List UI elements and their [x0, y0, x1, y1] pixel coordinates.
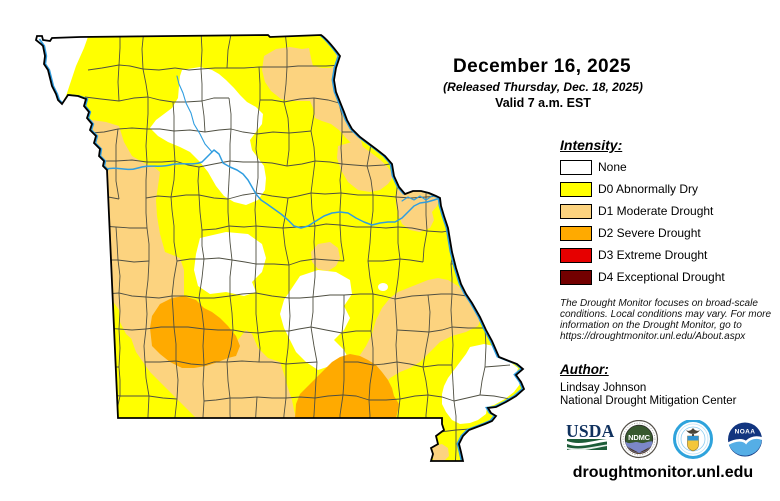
svg-text:NDMC: NDMC — [628, 433, 650, 442]
svg-text:NOAA: NOAA — [735, 429, 756, 436]
svg-text:USDA: USDA — [566, 421, 615, 441]
